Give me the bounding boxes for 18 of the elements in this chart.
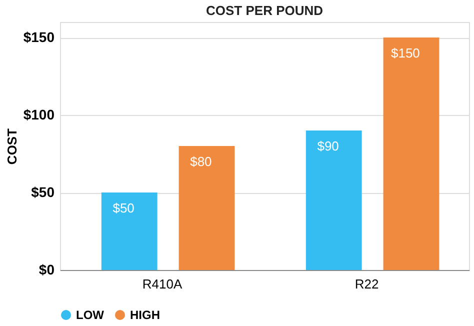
legend-label: LOW [76,308,105,322]
bar [306,130,362,270]
y-tick-label: $150 [23,29,55,45]
data-label: $150 [390,46,420,60]
x-tick-label: R22 [354,276,379,292]
y-axis-title: COST [4,128,20,165]
data-label: $80 [190,154,212,169]
y-tick-label: $50 [31,184,55,200]
legend-label: HIGH [130,308,160,322]
data-label: $50 [112,200,134,216]
x-tick-label: R410A [142,276,182,292]
y-tick-label: $100 [23,106,55,122]
y-tick-label: $0 [38,262,55,278]
chart-title: COST PER POUND [206,3,324,18]
data-label: $90 [317,138,339,154]
bar [383,38,440,270]
bar [178,146,235,270]
bar [101,192,158,270]
